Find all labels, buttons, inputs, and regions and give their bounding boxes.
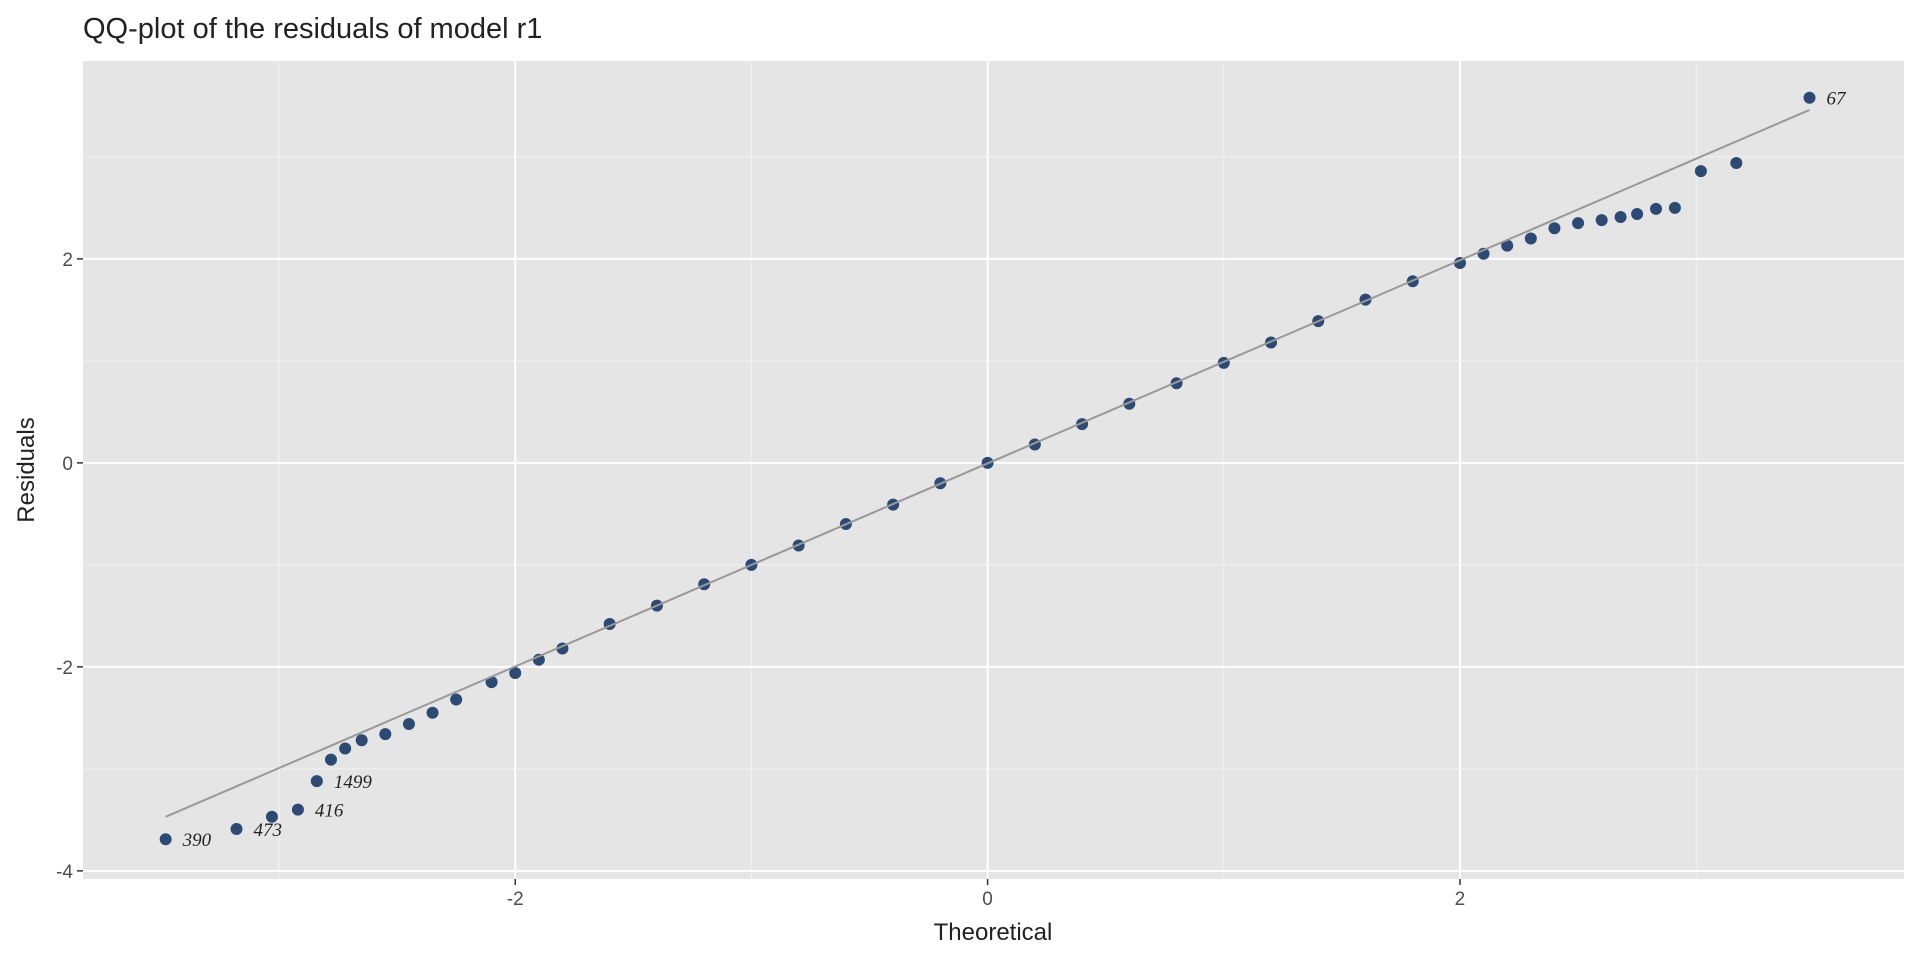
point-label: 1499 xyxy=(334,772,373,793)
point xyxy=(291,803,304,816)
point-label: 67 xyxy=(1827,89,1848,110)
point xyxy=(1803,91,1816,104)
point xyxy=(509,666,522,679)
point xyxy=(1631,207,1644,220)
reference-line xyxy=(165,109,1810,818)
point xyxy=(426,706,439,719)
point xyxy=(1501,239,1514,252)
point xyxy=(1572,217,1585,230)
point xyxy=(485,676,498,689)
point xyxy=(1668,201,1681,214)
y-tick-label: -2 xyxy=(56,658,73,679)
point xyxy=(1730,156,1743,169)
point-label: 473 xyxy=(254,820,283,841)
y-tick-label: 2 xyxy=(62,250,73,271)
point-label: 390 xyxy=(182,830,212,851)
point xyxy=(159,833,172,846)
x-tick-label: 2 xyxy=(1455,889,1466,910)
point-label: 416 xyxy=(315,801,344,822)
plot-panel xyxy=(83,61,1904,879)
point xyxy=(230,823,243,836)
x-axis-title: Theoretical xyxy=(934,919,1053,946)
point xyxy=(339,742,352,755)
point xyxy=(1694,165,1707,178)
point xyxy=(310,775,323,788)
point xyxy=(1524,232,1537,245)
point xyxy=(265,810,278,823)
point xyxy=(379,728,392,741)
y-axis-title: Residuals xyxy=(13,417,40,522)
point xyxy=(1650,202,1663,215)
point xyxy=(324,753,337,766)
y-tick-label: -4 xyxy=(56,862,73,883)
point xyxy=(1548,222,1561,235)
point xyxy=(1614,211,1627,224)
x-tick-label: 0 xyxy=(982,889,993,910)
point xyxy=(450,693,463,706)
y-tick-label: 0 xyxy=(62,454,73,475)
point xyxy=(1595,214,1608,227)
chart-title: QQ-plot of the residuals of model r1 xyxy=(83,13,542,45)
x-tick-label: -2 xyxy=(507,889,524,910)
point xyxy=(355,734,368,747)
point xyxy=(402,717,415,730)
